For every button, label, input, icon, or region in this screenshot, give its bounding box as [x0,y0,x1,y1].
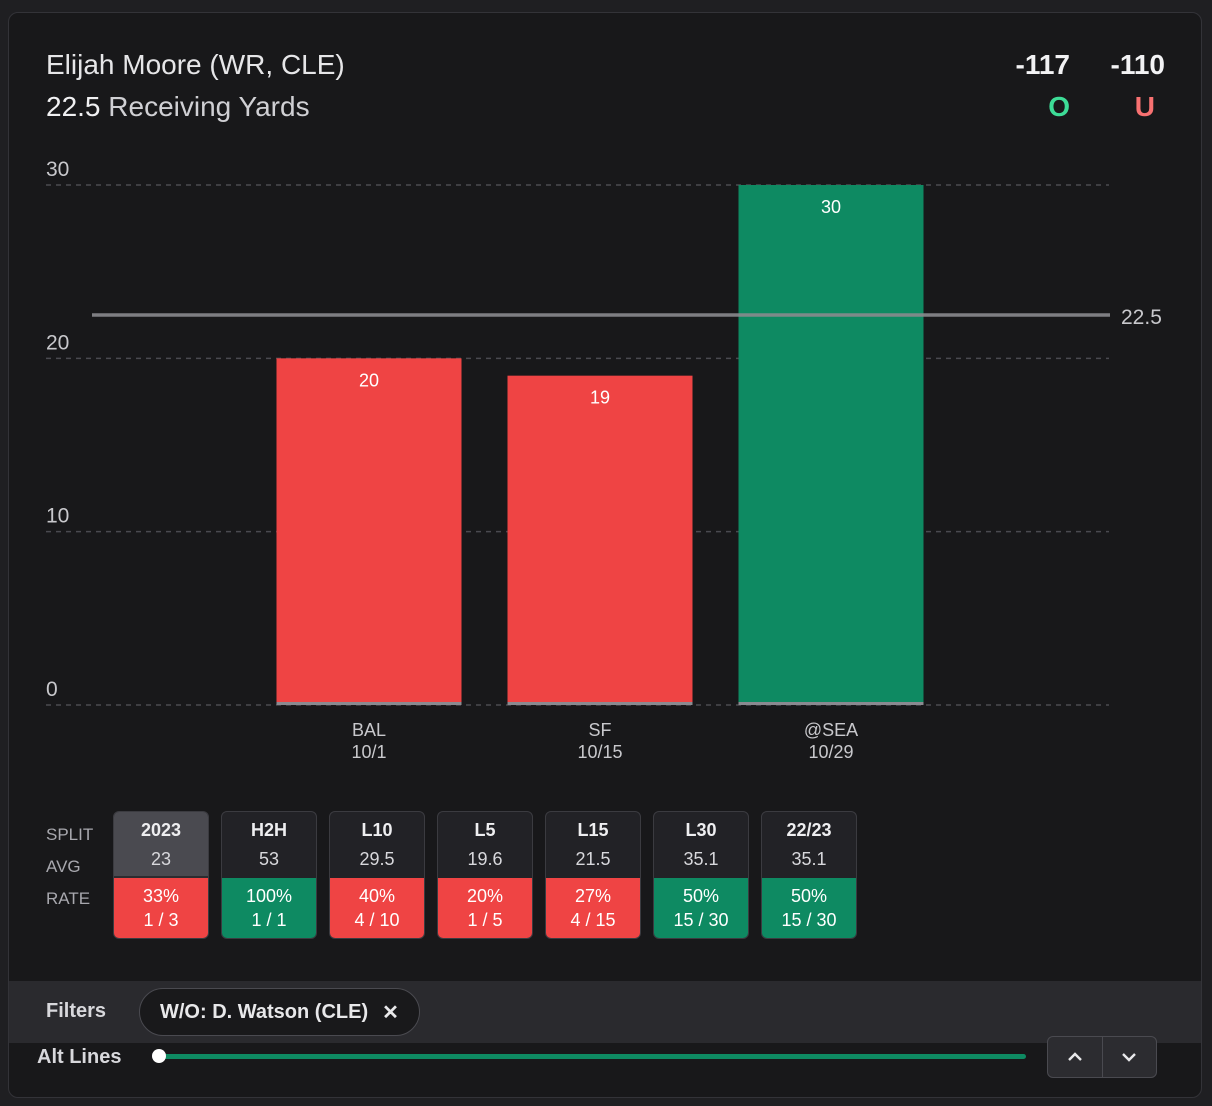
split-tile-2223[interactable]: 22/23 35.1 50% 15 / 30 [761,811,857,939]
prop-line: 22.5 Receiving Yards [46,91,310,123]
split-label: L5 [474,820,496,840]
split-rate-pct: 20% [466,886,504,906]
filter-chip[interactable]: W/O: D. Watson (CLE) ✕ [139,988,420,1036]
bar [276,358,462,705]
bar [738,185,924,705]
split-label: 2023 [114,812,208,844]
filters-label: Filters [46,1000,107,1022]
bar-value-label: 19 [590,388,610,408]
split-row-label: SPLIT [46,825,94,844]
split-rate: 20% 1 / 5 [438,878,532,938]
split-rate-count: 4 / 10 [354,910,400,930]
split-tile-h2h[interactable]: H2H 53 100% 1 / 1 [221,811,317,939]
split-rate: 33% 1 / 3 [114,878,208,938]
split-row-labels: SPLIT AVG RATE [46,819,106,915]
split-tile-2023[interactable]: 2023 23 33% 1 / 3 [113,811,209,939]
bar [507,375,693,705]
split-avg: 53 [258,849,280,869]
x-tick-label: @SEA [804,720,858,740]
x-tick-date: 10/29 [808,742,853,762]
split-rate-pct: 27% [574,886,612,906]
split-tile-l10[interactable]: L10 29.5 40% 4 / 10 [329,811,425,939]
alt-lines-slider-track[interactable] [160,1054,1026,1059]
split-rate: 100% 1 / 1 [222,878,316,938]
split-rate-count: 1 / 3 [143,910,179,930]
split-rate-pct: 50% [790,886,828,906]
alt-lines-slider-thumb[interactable] [152,1049,166,1063]
y-tick-label: 30 [46,158,69,181]
y-tick-label: 20 [46,331,69,354]
split-tile-l30[interactable]: L30 35.1 50% 15 / 30 [653,811,749,939]
over-odds[interactable]: -117 [1015,49,1071,80]
bar-value-label: 30 [821,197,841,217]
line-up-button[interactable] [1048,1037,1102,1077]
split-rate: 27% 4 / 15 [546,878,640,938]
rate-row-label: RATE [46,889,91,908]
avg-row-label: AVG [46,857,81,876]
split-rate-pct: 33% [142,886,180,906]
bar-value-label: 20 [359,370,379,390]
player-title: Elijah Moore (WR, CLE) [46,49,345,80]
y-tick-label: 0 [46,678,58,701]
line-down-button[interactable] [1101,1037,1157,1077]
line-value: 22.5 [46,91,101,122]
split-avg: 21.5 [575,849,611,869]
split-rate-count: 15 / 30 [781,910,837,930]
split-tile-l15[interactable]: L15 21.5 27% 4 / 15 [545,811,641,939]
filters-bar: Filters W/O: D. Watson (CLE) ✕ [9,981,1201,1043]
alt-lines-stepper [1047,1036,1157,1078]
under-label[interactable]: U [1134,91,1155,122]
split-label: 22/23 [786,820,832,840]
filter-chip-label: W/O: D. Watson (CLE) [160,1000,369,1023]
split-avg: 29.5 [359,849,395,869]
alt-lines-label: Alt Lines [37,1046,122,1068]
under-odds[interactable]: -110 [1110,49,1166,80]
over-label[interactable]: O [1048,91,1070,122]
split-label: L30 [685,820,717,840]
x-tick-label: BAL [352,720,386,740]
bar-baseline [738,702,924,705]
y-tick-label: 10 [46,505,69,528]
split-avg: 35.1 [683,849,719,869]
split-rate-count: 1 / 5 [467,910,503,930]
split-rate: 50% 15 / 30 [654,878,748,938]
line-stat: Receiving Yards [108,91,310,122]
split-rate-pct: 100% [245,886,293,906]
chevron-down-icon [1122,1053,1137,1062]
chevron-up-icon [1067,1052,1082,1061]
split-avg: 35.1 [791,849,827,869]
split-rate-pct: 40% [358,886,396,906]
x-tick-label: SF [588,720,611,740]
split-rate-count: 1 / 1 [251,910,287,930]
split-tile-l5[interactable]: L5 19.6 20% 1 / 5 [437,811,533,939]
bar-baseline [276,702,462,705]
x-tick-date: 10/15 [577,742,622,762]
split-label: L10 [361,820,393,840]
split-rate: 50% 15 / 30 [762,878,856,938]
split-label: L15 [577,820,609,840]
split-rate-pct: 50% [682,886,720,906]
split-rate-count: 4 / 15 [570,910,616,930]
close-icon[interactable]: ✕ [382,1001,399,1024]
x-tick-date: 10/1 [351,742,386,762]
split-rate-count: 15 / 30 [673,910,729,930]
split-rate: 40% 4 / 10 [330,878,424,938]
split-label: H2H [250,820,287,840]
player-prop-card: Elijah Moore (WR, CLE) 22.5 Receiving Ya… [8,12,1202,1098]
threshold-label: 22.5 [1121,306,1162,329]
split-avg: 19.6 [467,849,503,869]
bar-baseline [507,702,693,705]
split-avg: 23 [114,844,208,876]
